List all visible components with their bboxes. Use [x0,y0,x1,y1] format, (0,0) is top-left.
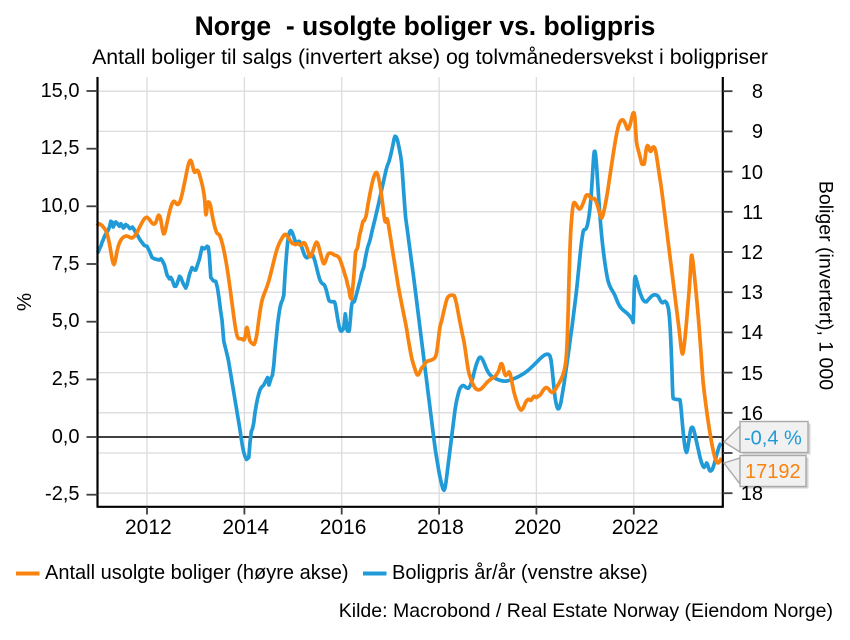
svg-text:17192: 17192 [745,461,801,483]
svg-text:-0,4 %: -0,4 % [744,428,802,450]
